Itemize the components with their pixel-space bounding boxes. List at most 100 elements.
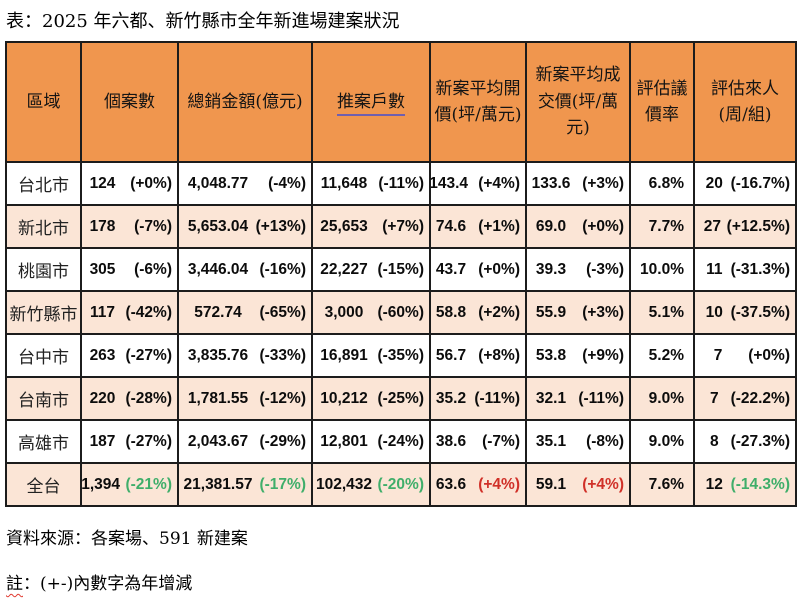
report-table: 區域 個案數 總銷金額(億元) 推案戶數 新案平均開價(坪/萬元) 新案平均成交… [5, 41, 797, 507]
cell-deal-price: 32.1 (-11%) [525, 376, 631, 421]
cell-content: 9.0% [634, 390, 688, 408]
units-link-text[interactable]: 推案戶數 [337, 91, 405, 116]
cell-content: 2,043.67 (-29%) [182, 433, 306, 451]
cell-content: 133.6 (+3%) [530, 175, 624, 193]
cell-value: 22,227 [320, 260, 368, 278]
cell-value: 43.7 [435, 260, 467, 278]
cell-asking-price: 56.7 (+8%) [429, 333, 527, 378]
cell-value: 7 [709, 389, 719, 407]
cell-value: 58.8 [435, 303, 467, 321]
cell-value: 35.1 [535, 432, 567, 450]
cell-yoy-percent: (+13%) [255, 217, 306, 235]
cell-content: 69.0 (+0%) [530, 218, 624, 236]
cell-yoy-percent: (+4%) [478, 174, 520, 192]
cell-content: 3,446.04 (-16%) [182, 261, 306, 279]
cell-content: 102,432 (-20%) [316, 476, 424, 494]
cell-yoy-percent: (-20%) [377, 475, 424, 493]
region-cell: 新竹縣市 [5, 290, 82, 335]
cell-yoy-percent: (+2%) [478, 303, 520, 321]
cell-value: 8 [709, 432, 719, 450]
cell-content: 572.74 (-65%) [182, 304, 306, 322]
region-cell: 新北市 [5, 204, 82, 249]
cell-content: 220 (-28%) [85, 390, 172, 408]
cell-yoy-percent: (-28%) [125, 389, 172, 407]
cell-total-sales: 21,381.57 (-17%) [177, 462, 313, 507]
cell-deal-price: 55.9 (+3%) [525, 290, 631, 335]
cell-value: 117 [89, 303, 115, 321]
region-cell: 桃園市 [5, 247, 82, 292]
region-cell: 台北市 [5, 161, 82, 206]
cell-value: 59.1 [535, 475, 567, 493]
cell-yoy-percent: (+0%) [130, 174, 172, 192]
cell-content: 1,781.55 (-12%) [182, 390, 306, 408]
cell-value: 12,801 [320, 432, 368, 450]
cell-yoy-percent: (-25%) [377, 389, 424, 407]
cell-content: 53.8 (+9%) [530, 347, 624, 365]
table-row: 台北市 124 (+0%) 4,048.77 (-4%) 11,648 (-11%) 143.… [5, 161, 797, 206]
cell-yoy-percent: (+3%) [582, 303, 624, 321]
cell-nego-rate: 5.2% [629, 333, 695, 378]
cell-value: 7.6% [648, 475, 684, 493]
cell-units: 16,891 (-35%) [311, 333, 431, 378]
cell-content: 8 (-27.3%) [698, 433, 790, 451]
cell-deal-price: 53.8 (+9%) [525, 333, 631, 378]
cell-units: 25,653 (+7%) [311, 204, 431, 249]
cell-value: 69.0 [535, 217, 567, 235]
cell-nego-rate: 9.0% [629, 419, 695, 464]
cell-units: 3,000 (-60%) [311, 290, 431, 335]
cell-value: 220 [89, 389, 116, 407]
cell-total-sales: 5,653.04 (+13%) [177, 204, 313, 249]
cell-value: 572.74 [194, 303, 242, 321]
cell-yoy-percent: (+3%) [582, 174, 624, 192]
cell-content: 56.7 (+8%) [434, 347, 520, 365]
cell-content: 7 (-22.2%) [698, 390, 790, 408]
col-header-negotiation-rate: 評估議價率 [629, 41, 695, 163]
col-header-avg-asking-price: 新案平均開價(坪/萬元) [429, 41, 527, 163]
cell-value: 1,394 [81, 475, 120, 493]
cell-content: 21,381.57 (-17%) [182, 476, 306, 494]
cell-value: 27 [703, 217, 721, 235]
cell-value: 7 [713, 346, 723, 364]
cell-nego-rate: 6.8% [629, 161, 695, 206]
cell-value: 124 [89, 174, 116, 192]
cell-value: 3,000 [324, 303, 364, 321]
cell-content: 39.3 (-3%) [530, 261, 624, 279]
cell-units: 10,212 (-25%) [311, 376, 431, 421]
table-body: 台北市 124 (+0%) 4,048.77 (-4%) 11,648 (-11%) 143.… [5, 161, 797, 507]
cell-content: 11 (-31.3%) [698, 261, 790, 279]
region-cell: 台中市 [5, 333, 82, 378]
cell-content: 63.6 (+4%) [434, 476, 520, 494]
cell-content: 7.6% [634, 476, 688, 494]
col-header-region: 區域 [5, 41, 82, 163]
cell-visitors: 11 (-31.3%) [693, 247, 797, 292]
cell-value: 10.0% [640, 260, 684, 278]
cell-units: 11,648 (-11%) [311, 161, 431, 206]
cell-yoy-percent: (-14.3%) [730, 475, 790, 493]
cell-yoy-percent: (+12.5%) [726, 217, 790, 235]
cell-content: 27 (+12.5%) [698, 218, 790, 236]
cell-content: 9.0% [634, 433, 688, 451]
cell-yoy-percent: (+4%) [478, 475, 520, 493]
cell-content: 58.8 (+2%) [434, 304, 520, 322]
cell-value: 16,891 [320, 346, 368, 364]
cell-asking-price: 58.8 (+2%) [429, 290, 527, 335]
cell-yoy-percent: (-27.3%) [730, 432, 790, 450]
cell-yoy-percent: (-8%) [586, 432, 624, 450]
cell-content: 25,653 (+7%) [316, 218, 424, 236]
cell-yoy-percent: (-11%) [474, 389, 520, 407]
col-header-units-link[interactable]: 推案戶數 [311, 41, 431, 163]
cell-yoy-percent: (-33%) [259, 346, 306, 364]
cell-yoy-percent: (-3%) [586, 260, 624, 278]
cell-content: 55.9 (+3%) [530, 304, 624, 322]
table-row: 台中市 263 (-27%) 3,835.76 (-33%) 16,891 (-35%) 56… [5, 333, 797, 378]
table-row: 新竹縣市 117 (-42%) 572.74 (-65%) 3,000 (-60%) 58.8… [5, 290, 797, 335]
cell-total-sales: 2,043.67 (-29%) [177, 419, 313, 464]
cell-value: 21,381.57 [183, 475, 253, 493]
cell-value: 263 [89, 346, 116, 364]
cell-case-count: 178 (-7%) [80, 204, 179, 249]
cell-visitors: 12 (-14.3%) [693, 462, 797, 507]
cell-case-count: 1,394 (-21%) [80, 462, 179, 507]
cell-value: 5.1% [648, 303, 684, 321]
table-row: 桃園市 305 (-6%) 3,446.04 (-16%) 22,227 (-15%) 43.… [5, 247, 797, 292]
cell-value: 187 [89, 432, 116, 450]
